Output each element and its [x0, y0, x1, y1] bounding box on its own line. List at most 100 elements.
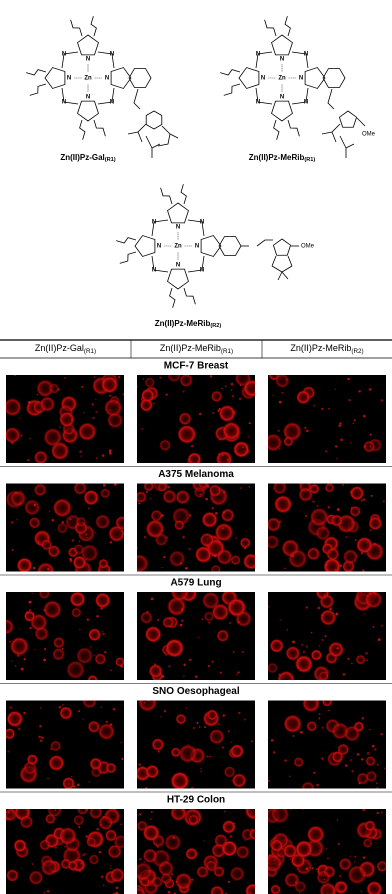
speck	[206, 538, 208, 540]
speck	[239, 384, 242, 387]
speck	[364, 871, 367, 874]
speck	[110, 669, 112, 672]
bond	[322, 68, 346, 88]
speck	[155, 843, 158, 846]
speck	[325, 563, 328, 566]
speck	[182, 536, 185, 539]
bond	[61, 51, 79, 69]
speck	[363, 445, 366, 448]
cell	[33, 450, 48, 463]
micrograph	[137, 700, 255, 789]
speck	[368, 388, 372, 391]
speck	[315, 868, 318, 870]
speck	[231, 389, 233, 391]
speck	[211, 506, 215, 510]
speck	[281, 391, 284, 394]
speck	[150, 810, 153, 813]
speck	[191, 878, 194, 881]
speck	[369, 529, 372, 531]
speck	[324, 635, 327, 638]
cell	[80, 543, 99, 563]
speck	[302, 650, 306, 654]
cell	[269, 638, 284, 654]
speck	[340, 438, 343, 442]
cell	[301, 700, 321, 713]
atom-label: N	[86, 95, 90, 101]
speck	[268, 606, 270, 608]
speck	[244, 839, 246, 841]
speck	[13, 375, 17, 377]
cell	[106, 411, 124, 429]
speck	[19, 502, 21, 504]
speck	[192, 726, 196, 730]
speck	[16, 654, 20, 657]
speck	[120, 823, 123, 826]
speck	[272, 394, 274, 397]
label: Zn(II)Pz-MeRib(R2)	[290, 343, 363, 354]
speck	[339, 875, 342, 878]
speck	[161, 566, 163, 569]
speck	[43, 891, 46, 894]
speck	[300, 730, 303, 734]
bond	[128, 68, 152, 88]
speck	[191, 786, 194, 789]
label-sub: (R1)	[221, 348, 233, 355]
speck	[96, 828, 99, 831]
speck	[335, 445, 338, 448]
speck	[350, 759, 352, 761]
speck	[292, 734, 295, 737]
cell	[315, 525, 331, 541]
cell	[87, 628, 102, 642]
atom-label: N	[86, 57, 90, 63]
speck	[109, 531, 112, 534]
speck	[213, 554, 217, 558]
speck	[58, 706, 62, 709]
cell	[331, 721, 350, 740]
cell	[6, 618, 15, 635]
cell	[216, 629, 230, 643]
speck	[20, 434, 23, 437]
micrograph	[137, 592, 255, 680]
cell	[88, 854, 100, 865]
row-heading: HT-29 Colon	[167, 795, 225, 806]
speck	[316, 504, 319, 507]
cell	[215, 450, 233, 463]
speck	[244, 719, 246, 721]
speck	[109, 452, 112, 455]
cell	[162, 489, 177, 504]
label-sub: (R1)	[84, 348, 96, 355]
speck	[36, 393, 39, 396]
speck	[72, 838, 75, 842]
speck	[380, 733, 383, 736]
cell	[143, 483, 155, 492]
cell	[294, 654, 314, 674]
speck	[380, 811, 383, 814]
cell	[83, 489, 100, 506]
speck	[109, 394, 111, 397]
cell	[368, 516, 383, 531]
speck	[221, 387, 223, 390]
speck	[21, 492, 23, 495]
speck	[230, 382, 234, 386]
speck	[268, 779, 270, 782]
speck	[19, 490, 22, 492]
speck	[358, 390, 361, 393]
cell	[52, 497, 73, 518]
speck	[248, 435, 250, 438]
speck	[91, 403, 94, 406]
speck	[347, 377, 350, 381]
speck	[115, 837, 118, 840]
speck	[383, 500, 385, 503]
cell	[114, 515, 124, 531]
speck	[85, 835, 88, 838]
cell	[23, 499, 41, 516]
speck	[203, 840, 205, 842]
speck	[32, 612, 35, 615]
speck	[44, 648, 47, 651]
speck	[163, 556, 166, 559]
speck	[339, 422, 342, 425]
label-main: Zn(II)Pz-Gal	[60, 153, 104, 162]
cell	[221, 421, 241, 441]
speck	[199, 493, 202, 496]
